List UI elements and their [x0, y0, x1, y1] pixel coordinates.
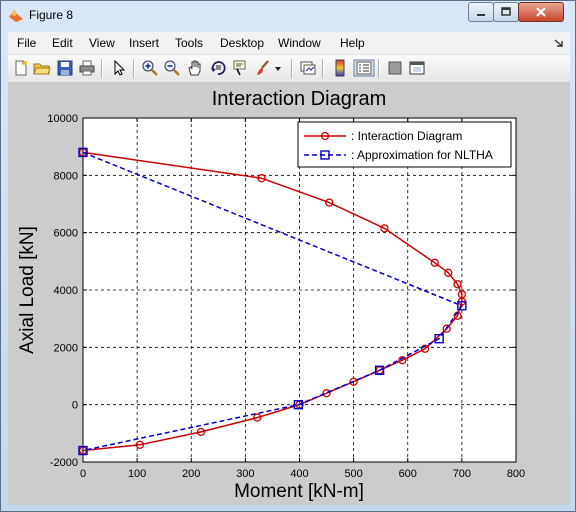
menu-view[interactable]: View: [89, 36, 115, 50]
y-axis-label: Axial Load [kN]: [17, 226, 38, 354]
x-tick-label: 300: [236, 468, 254, 480]
title-bar[interactable]: Figure 8: [1, 1, 575, 30]
open-file-icon[interactable]: [33, 59, 51, 77]
series-line-1: [82, 151, 464, 452]
x-tick-label: 100: [128, 468, 146, 480]
y-tick-label: 8000: [54, 170, 78, 182]
x-tick-label: 500: [344, 468, 362, 480]
data-point-square: [78, 147, 88, 158]
dock-arrow-icon[interactable]: [554, 38, 564, 48]
legend-label: : Interaction Diagram: [351, 129, 462, 143]
matlab-icon: [9, 10, 23, 22]
y-tick-label: 10000: [47, 113, 78, 125]
minimize-button[interactable]: [468, 2, 494, 22]
brush-dropdown-icon[interactable]: [273, 59, 283, 77]
data-point-circle: [430, 258, 439, 267]
toolbar-separator: [291, 59, 293, 78]
figure-toolbar: [8, 55, 570, 83]
new-figure-icon[interactable]: [12, 59, 30, 77]
menu-help[interactable]: Help: [340, 36, 365, 50]
data-point-square: [78, 445, 88, 456]
x-tick-label: 400: [290, 468, 308, 480]
window-title: Figure 8: [29, 8, 74, 22]
toolbar-separator: [378, 59, 380, 78]
data-point-circle: [380, 224, 389, 233]
insert-colorbar-icon[interactable]: [331, 59, 349, 77]
toolbar-separator: [322, 59, 324, 78]
data-point-square: [434, 334, 444, 344]
menu-desktop[interactable]: Desktop: [220, 36, 265, 50]
close-button[interactable]: [518, 2, 564, 22]
legend-marker: [320, 131, 330, 141]
edit-plot-arrow-icon[interactable]: [110, 59, 128, 77]
legend[interactable]: : Interaction Diagram : Approximation for…: [297, 121, 512, 168]
show-plot-tools-icon[interactable]: [408, 59, 426, 77]
menu-file[interactable]: File: [17, 36, 37, 50]
x-axis-label: Moment [kN-m]: [234, 481, 364, 502]
x-tick-label: 600: [399, 468, 417, 480]
data-point-circle: [135, 440, 144, 449]
data-point-circle: [253, 413, 262, 422]
menu-edit[interactable]: Edit: [52, 36, 73, 50]
y-tick-label: 0: [72, 400, 78, 412]
data-point-circle: [322, 389, 331, 398]
menu-window[interactable]: Window: [278, 36, 321, 50]
data-point-circle: [453, 280, 462, 289]
legend-box: [297, 121, 512, 168]
y-tick-label: 6000: [54, 228, 78, 240]
hide-plot-tools-icon[interactable]: [386, 59, 404, 77]
x-tick-label: 0: [80, 468, 86, 480]
menu-bar: File Edit View Insert Tools Desktop Wind…: [8, 32, 570, 54]
data-cursor-icon[interactable]: [231, 59, 249, 77]
zoom-out-icon[interactable]: [163, 59, 181, 77]
minimize-icon: [477, 14, 485, 16]
link-plot-icon[interactable]: [299, 59, 317, 77]
pan-hand-icon[interactable]: [186, 59, 204, 77]
data-point-circle: [444, 268, 453, 277]
menu-tools[interactable]: Tools: [175, 36, 204, 50]
data-point-square: [293, 399, 304, 410]
x-tick-label: 800: [507, 468, 525, 480]
maximize-button[interactable]: [493, 2, 519, 22]
menu-insert[interactable]: Insert: [129, 36, 160, 50]
legend-marker: [320, 150, 330, 160]
figure-canvas: 0 100 200 300 400 500 600 700 800 -2000 0 2000 4000 6…: [8, 83, 570, 505]
toolbar-separator: [133, 59, 135, 78]
data-point-circle: [349, 377, 358, 386]
axis-ticks: 0 100 200 300 400 500 600 700 800-20000200040006…: [47, 113, 525, 480]
legend-label: : Approximation for NLTHA: [351, 148, 493, 162]
data-point-square: [374, 365, 385, 375]
toolbar-separator: [101, 59, 103, 78]
brush-icon[interactable]: [254, 59, 272, 77]
plot-axes[interactable]: 0 100 200 300 400 500 600 700 800-20000200040006…: [8, 83, 570, 505]
insert-legend-icon[interactable]: [353, 59, 375, 77]
x-tick-label: 700: [453, 468, 471, 480]
y-tick-label: -2000: [50, 457, 78, 469]
data-point-circle: [196, 427, 206, 437]
chart-title: Interaction Diagram: [212, 88, 387, 110]
save-icon[interactable]: [56, 59, 74, 77]
data-point-circle: [325, 198, 334, 207]
y-tick-label: 2000: [54, 342, 78, 354]
y-tick-label: 4000: [54, 285, 78, 297]
rotate-3d-icon[interactable]: [209, 59, 227, 77]
close-icon: [536, 7, 546, 17]
data-point-circle: [442, 324, 451, 333]
maximize-icon: [501, 7, 511, 16]
x-tick-label: 200: [182, 468, 200, 480]
data-series: [78, 147, 467, 456]
data-point-square: [457, 301, 467, 311]
data-point-circle: [257, 174, 266, 183]
print-icon[interactable]: [78, 59, 96, 77]
zoom-in-icon[interactable]: [141, 59, 159, 77]
data-point-circle: [398, 356, 407, 365]
data-point-circle: [420, 344, 430, 353]
